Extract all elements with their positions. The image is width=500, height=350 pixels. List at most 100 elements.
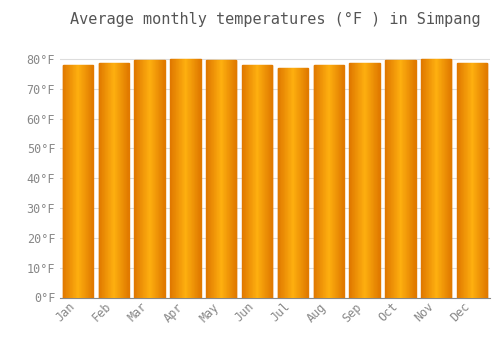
Bar <box>395 60 396 298</box>
Bar <box>232 60 234 298</box>
Bar <box>299 68 300 298</box>
Bar <box>394 60 395 298</box>
Bar <box>213 60 214 298</box>
Bar <box>215 60 216 298</box>
Bar <box>209 60 210 298</box>
Bar <box>486 63 488 298</box>
Bar <box>155 60 156 298</box>
Bar <box>145 60 146 298</box>
Bar <box>436 59 437 298</box>
Bar <box>66 65 68 298</box>
Bar <box>228 60 229 298</box>
Bar <box>263 65 264 298</box>
Bar <box>190 59 192 298</box>
Bar <box>414 60 415 298</box>
Bar <box>302 68 303 298</box>
Bar <box>362 63 363 298</box>
Bar <box>106 63 107 298</box>
Bar <box>288 68 289 298</box>
Bar <box>462 63 463 298</box>
Bar <box>466 63 467 298</box>
Bar <box>389 60 390 298</box>
Bar <box>123 63 124 298</box>
Bar <box>107 63 108 298</box>
Bar <box>338 65 340 298</box>
Bar <box>183 59 184 298</box>
Bar <box>433 59 434 298</box>
Bar <box>467 63 468 298</box>
Bar <box>138 60 139 298</box>
Bar <box>393 60 394 298</box>
Bar <box>196 59 197 298</box>
Bar <box>458 63 459 298</box>
Bar <box>264 65 266 298</box>
Bar <box>77 65 78 298</box>
Bar <box>408 60 409 298</box>
Bar <box>103 63 104 298</box>
Bar <box>392 60 393 298</box>
Bar <box>316 65 318 298</box>
Bar <box>402 60 404 298</box>
Bar <box>431 59 432 298</box>
Bar <box>207 60 208 298</box>
Bar <box>287 68 288 298</box>
Bar <box>252 65 254 298</box>
Bar <box>330 65 331 298</box>
Bar <box>144 60 145 298</box>
Bar <box>294 68 295 298</box>
Bar <box>342 65 343 298</box>
Bar <box>186 59 187 298</box>
Bar <box>149 60 150 298</box>
Bar <box>173 59 174 298</box>
Bar <box>98 63 100 298</box>
Bar <box>88 65 90 298</box>
Bar <box>125 63 126 298</box>
Bar <box>104 63 106 298</box>
Bar <box>321 65 322 298</box>
Bar <box>70 65 71 298</box>
Bar <box>148 60 149 298</box>
Bar <box>295 68 296 298</box>
Bar <box>304 68 305 298</box>
Bar <box>247 65 248 298</box>
Bar <box>485 63 486 298</box>
Bar <box>364 63 366 298</box>
Bar <box>90 65 91 298</box>
Bar <box>246 65 247 298</box>
Bar <box>315 65 316 298</box>
Bar <box>283 68 284 298</box>
Bar <box>146 60 148 298</box>
Bar <box>219 60 220 298</box>
Bar <box>170 59 171 298</box>
Bar <box>180 59 181 298</box>
Bar <box>85 65 86 298</box>
Bar <box>432 59 433 298</box>
Bar <box>337 65 338 298</box>
Bar <box>92 65 93 298</box>
Bar <box>216 60 218 298</box>
Bar <box>257 65 258 298</box>
Bar <box>401 60 402 298</box>
Bar <box>206 60 207 298</box>
Bar <box>319 65 320 298</box>
Bar <box>386 60 388 298</box>
Bar <box>102 63 103 298</box>
Bar <box>112 63 113 298</box>
Bar <box>370 63 372 298</box>
Bar <box>457 63 458 298</box>
Bar <box>255 65 256 298</box>
Bar <box>326 65 327 298</box>
Bar <box>465 63 466 298</box>
Bar <box>248 65 250 298</box>
Bar <box>351 63 352 298</box>
Bar <box>164 60 165 298</box>
Bar <box>293 68 294 298</box>
Bar <box>188 59 189 298</box>
Bar <box>476 63 478 298</box>
Bar <box>184 59 186 298</box>
Bar <box>65 65 66 298</box>
Bar <box>377 63 378 298</box>
Bar <box>124 63 125 298</box>
Bar <box>150 60 151 298</box>
Bar <box>128 63 129 298</box>
